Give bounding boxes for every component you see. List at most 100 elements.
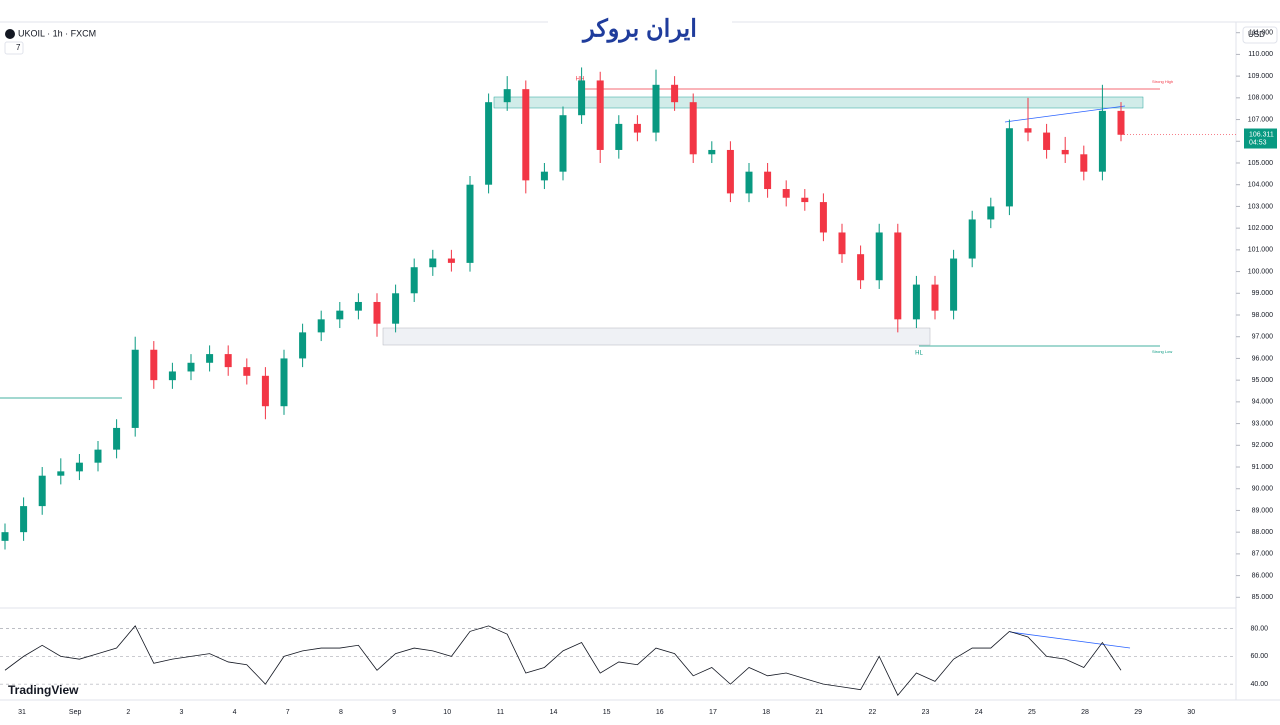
y-tick-label: 99.000 — [1252, 290, 1274, 297]
y-tick-label: 91.000 — [1252, 464, 1274, 471]
y-tick-label: 90.000 — [1252, 486, 1274, 493]
candle-body — [20, 506, 28, 533]
currency: USD — [1248, 30, 1265, 39]
candle-body — [1043, 132, 1051, 150]
candle-body — [429, 258, 437, 268]
candle-body — [968, 219, 976, 259]
y-tick-label: 93.000 — [1252, 420, 1274, 427]
candle-body — [299, 332, 307, 359]
candle-body — [671, 84, 679, 103]
x-tick-label: 30 — [1187, 709, 1195, 716]
y-tick-label: 88.000 — [1252, 529, 1274, 536]
candle-body — [1, 532, 9, 541]
x-tick-label: 15 — [603, 709, 611, 716]
y-tick-label: 95.000 — [1252, 377, 1274, 384]
x-tick-label: 28 — [1081, 709, 1089, 716]
candle-body — [57, 471, 65, 476]
demand-zone — [382, 327, 931, 346]
candle-body — [559, 115, 567, 172]
candle-body — [1061, 149, 1069, 155]
strong-high-label: Strong High — [1152, 79, 1173, 84]
candle-body — [410, 267, 418, 294]
indicator-toggle[interactable] — [4, 41, 24, 55]
currency-button[interactable] — [1242, 26, 1278, 44]
last-price-box — [1244, 128, 1277, 149]
y-tick-label: 100.000 — [1248, 268, 1273, 275]
countdown: 04:53 — [1249, 139, 1267, 146]
y-tick-label: 104.000 — [1248, 182, 1273, 189]
y-tick-label: 85.000 — [1252, 594, 1274, 601]
candle-body — [633, 123, 641, 133]
candle-body — [392, 293, 400, 324]
y-tick-label: 102.000 — [1248, 225, 1273, 232]
rsi-line — [4, 625, 1122, 696]
candle-body — [206, 354, 214, 363]
candle-body — [243, 367, 251, 376]
x-tick-label: 17 — [709, 709, 717, 716]
candle-body — [578, 80, 586, 116]
y-tick-label: 111.000 — [1249, 30, 1273, 37]
x-tick-label: 31 — [18, 709, 26, 716]
candle-body — [1098, 110, 1106, 172]
candle-body — [801, 197, 809, 203]
candle-body — [1024, 128, 1032, 133]
y-tick-label: 87.000 — [1252, 551, 1274, 558]
hl-label: HL — [915, 351, 923, 357]
hh-label: HH — [576, 77, 585, 83]
x-tick-label: 21 — [815, 709, 823, 716]
candle-body — [94, 449, 102, 463]
x-tick-label: 2 — [126, 709, 130, 716]
candle-body — [596, 80, 604, 150]
logo: ایران بروکر — [548, 8, 732, 50]
candle-body — [875, 232, 883, 281]
x-tick-label: 29 — [1134, 709, 1142, 716]
candle-body — [745, 171, 753, 194]
x-tick-label: 25 — [1028, 709, 1036, 716]
candle-body — [987, 206, 995, 220]
strong-low-label: Strong Low — [1152, 349, 1172, 354]
candle-body — [354, 301, 362, 311]
y-tick-label: 110.000 — [1248, 51, 1273, 58]
x-tick-label: 7 — [286, 709, 290, 716]
rsi-tick-label: 40.00 — [1250, 681, 1268, 688]
candle-body — [689, 102, 697, 155]
candle-body — [615, 123, 623, 150]
candle-body — [187, 362, 195, 372]
candle-body — [652, 84, 660, 133]
candle-body — [1005, 128, 1013, 207]
supply-zone — [493, 96, 1144, 109]
y-tick-label: 97.000 — [1252, 334, 1274, 341]
candle-body — [522, 89, 530, 181]
candle-body — [819, 202, 827, 233]
symbol-icon — [5, 29, 15, 39]
y-tick-label: 86.000 — [1252, 572, 1274, 579]
last-price: 106.311 — [1249, 131, 1274, 138]
candle-body — [466, 184, 474, 263]
candle-body — [1080, 154, 1088, 172]
x-tick-label: 22 — [869, 709, 877, 716]
candle-body — [1117, 110, 1125, 135]
candle-body — [894, 232, 902, 320]
candle-body — [224, 354, 232, 368]
y-tick-label: 108.000 — [1248, 95, 1273, 102]
logo-box — [548, 8, 732, 50]
candle-body — [931, 284, 939, 311]
candle-body — [336, 310, 344, 320]
candle-body — [113, 427, 121, 450]
candle-body — [782, 189, 790, 198]
y-tick-label: 96.000 — [1252, 355, 1274, 362]
candle-body — [857, 254, 865, 281]
y-tick-label: 109.000 — [1248, 73, 1273, 80]
x-tick-label: 14 — [550, 709, 558, 716]
candle-body — [912, 284, 920, 320]
x-tick-label: Sep — [69, 709, 82, 716]
y-tick-label: 107.000 — [1248, 116, 1273, 123]
symbol: UKOIL · 1h · FXCM — [18, 28, 96, 38]
y-tick-label: 103.000 — [1248, 203, 1273, 210]
candle-body — [150, 349, 158, 381]
indicator-count: 7 — [16, 43, 21, 52]
y-tick-label: 92.000 — [1252, 442, 1274, 449]
candle-body — [317, 319, 325, 333]
